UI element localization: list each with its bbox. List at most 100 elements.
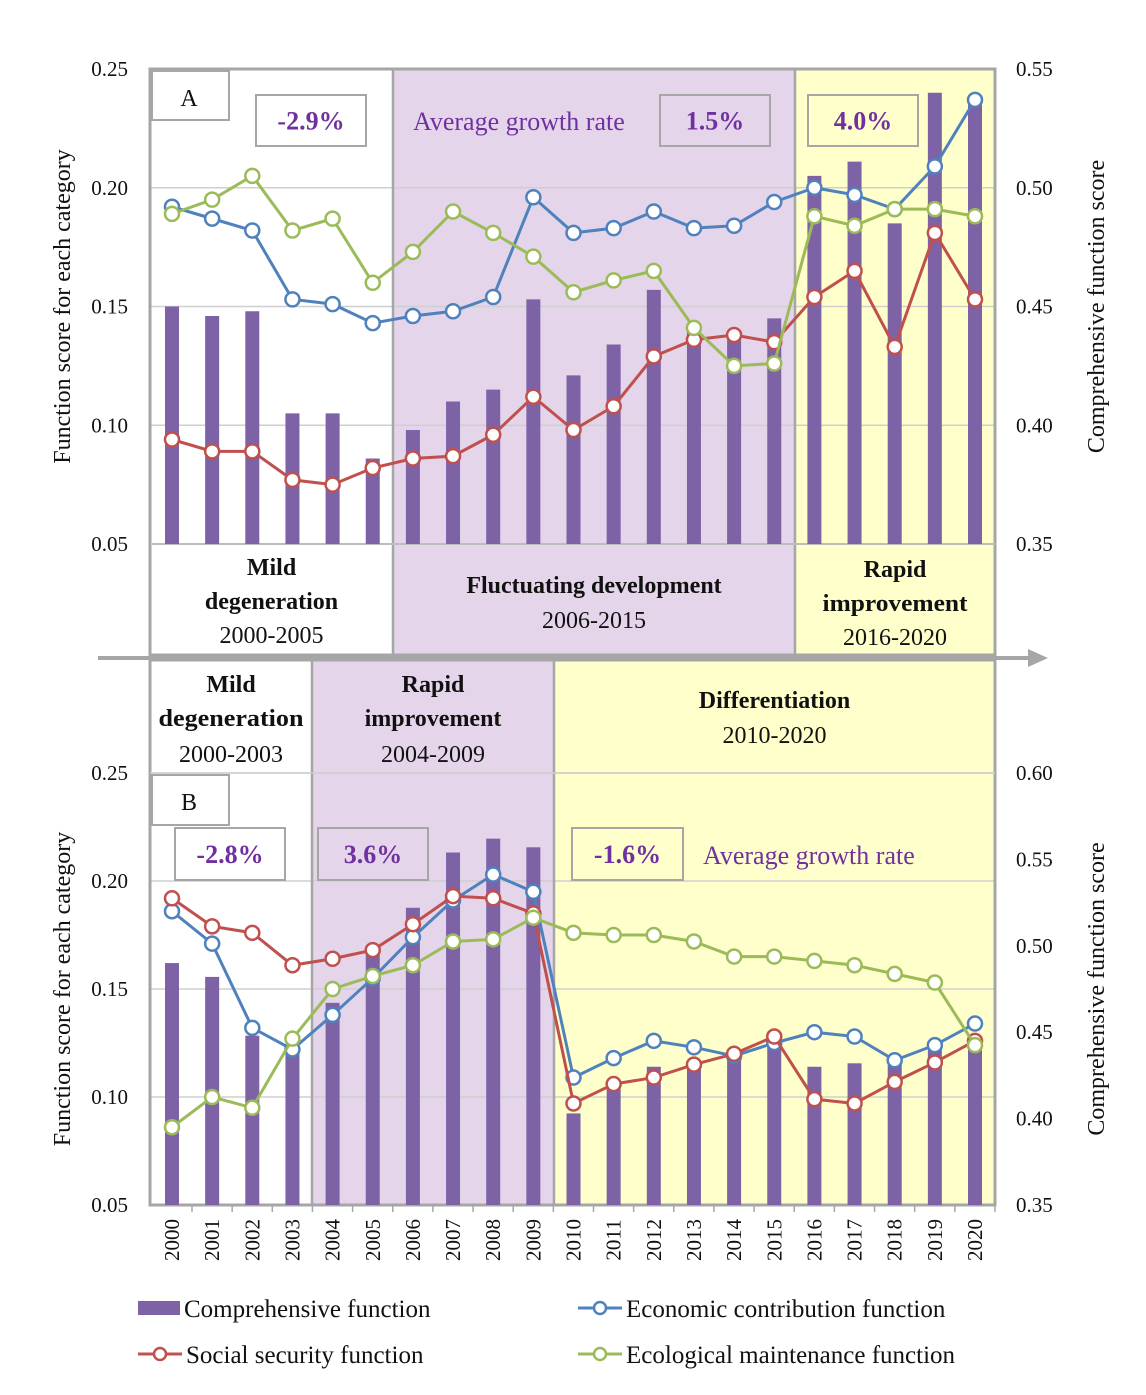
bar-comprehensive <box>927 1047 942 1205</box>
phase-years: 2006-2015 <box>542 608 646 634</box>
x-tick-label: 2015 <box>762 1219 786 1261</box>
y-tick-label: 0.10 <box>91 413 128 437</box>
x-tick-label: 2011 <box>602 1219 626 1260</box>
point-social <box>565 421 582 439</box>
point-ecological <box>966 1036 984 1054</box>
point-ecological <box>404 956 422 974</box>
y-right-tick-label: 0.55 <box>1016 57 1053 81</box>
bar-comprehensive <box>566 375 581 544</box>
point-social <box>484 890 502 907</box>
x-tick-label: 2005 <box>361 1219 385 1261</box>
bar-comprehensive <box>486 838 501 1205</box>
bar-comprehensive <box>205 316 220 544</box>
bar-comprehensive <box>486 389 501 544</box>
point-economic <box>444 303 462 320</box>
point-ecological <box>645 262 663 280</box>
point-ecological <box>806 952 823 970</box>
y-tick-label: 0.10 <box>91 1085 128 1109</box>
point-social <box>725 1045 743 1063</box>
point-economic <box>806 179 823 196</box>
point-social <box>444 887 462 905</box>
bar-comprehensive <box>887 223 902 544</box>
panel-label: B <box>181 790 197 816</box>
point-ecological <box>565 924 582 942</box>
bar-comprehensive <box>245 311 260 544</box>
point-social <box>645 1069 663 1086</box>
point-ecological <box>404 243 422 261</box>
phase-title: Differentiation <box>699 688 851 714</box>
y-right-tick-label: 0.45 <box>1016 1020 1053 1044</box>
phase-title: degeneration <box>205 589 338 615</box>
point-ecological <box>163 205 181 223</box>
bar-comprehensive <box>847 1063 862 1205</box>
phase-title: Rapid <box>402 672 465 698</box>
phase-title: Fluctuating development <box>466 573 721 599</box>
phase-title: Rapid <box>864 557 927 583</box>
bar-comprehensive <box>245 1035 260 1205</box>
point-ecological <box>926 974 944 991</box>
legend-label: Ecological maintenance function <box>626 1342 956 1369</box>
point-economic <box>605 1049 622 1067</box>
y-tick-label: 0.20 <box>91 869 128 893</box>
point-social <box>525 388 542 405</box>
point-social <box>444 447 462 465</box>
point-social <box>886 1073 903 1091</box>
growth-rate-value: -2.9% <box>277 107 344 136</box>
growth-rate-value: 1.5% <box>686 107 745 136</box>
point-ecological <box>203 191 221 208</box>
phase-years: 2016-2020 <box>843 625 947 651</box>
growth-rate-value: 3.6% <box>344 840 403 869</box>
growth-rate-value: -2.8% <box>196 840 263 869</box>
growth-rate-label: Average growth rate <box>703 841 915 870</box>
point-ecological <box>484 224 502 242</box>
growth-rate-value: -1.6% <box>594 840 661 869</box>
phase-title: Mild <box>247 555 297 581</box>
bar-comprehensive <box>446 401 461 544</box>
bar-comprehensive <box>526 847 541 1205</box>
x-tick-label: 2000 <box>160 1219 184 1261</box>
y-axis-title: Function score for each category <box>50 832 76 1147</box>
bar-comprehensive <box>968 1046 982 1205</box>
point-ecological <box>484 931 502 948</box>
point-ecological <box>324 210 341 227</box>
y-tick-label: 0.05 <box>91 532 128 556</box>
point-social <box>244 924 261 942</box>
point-ecological <box>725 948 743 965</box>
point-ecological <box>525 248 542 265</box>
point-ecological <box>926 200 944 218</box>
y-right-tick-label: 0.35 <box>1016 532 1053 556</box>
point-social <box>284 471 301 489</box>
y-tick-label: 0.15 <box>91 295 128 319</box>
phase-title: Mild <box>206 672 256 698</box>
arrow-head-icon <box>1028 649 1048 667</box>
bar-comprehensive <box>968 104 982 544</box>
point-ecological <box>565 284 582 301</box>
y-right-tick-label: 0.45 <box>1016 295 1053 319</box>
point-ecological <box>846 956 863 974</box>
point-economic <box>685 219 703 237</box>
phase-years: 2000-2005 <box>220 623 324 649</box>
x-tick-label: 2014 <box>722 1219 746 1262</box>
x-tick-label: 2018 <box>883 1219 907 1261</box>
bar-comprehensive <box>807 175 822 544</box>
point-social <box>926 1054 944 1071</box>
y-right-tick-label: 0.55 <box>1016 847 1053 871</box>
point-social <box>163 431 181 448</box>
x-tick-label: 2019 <box>923 1219 947 1261</box>
phase-title: degeneration <box>159 706 304 732</box>
point-economic <box>685 1039 703 1056</box>
growth-rate-box <box>659 94 771 147</box>
point-economic <box>324 1006 341 1024</box>
bar-comprehensive <box>767 1044 782 1205</box>
y-right-tick-label: 0.40 <box>1016 1107 1053 1131</box>
x-tick-label: 2016 <box>802 1219 826 1261</box>
point-social <box>966 291 984 308</box>
bar-comprehensive <box>405 907 420 1205</box>
point-ecological <box>244 1099 261 1117</box>
point-economic <box>966 91 984 109</box>
point-social <box>605 1075 622 1093</box>
point-economic <box>244 1019 261 1037</box>
x-tick-label: 2010 <box>562 1219 586 1261</box>
point-social <box>886 338 903 356</box>
